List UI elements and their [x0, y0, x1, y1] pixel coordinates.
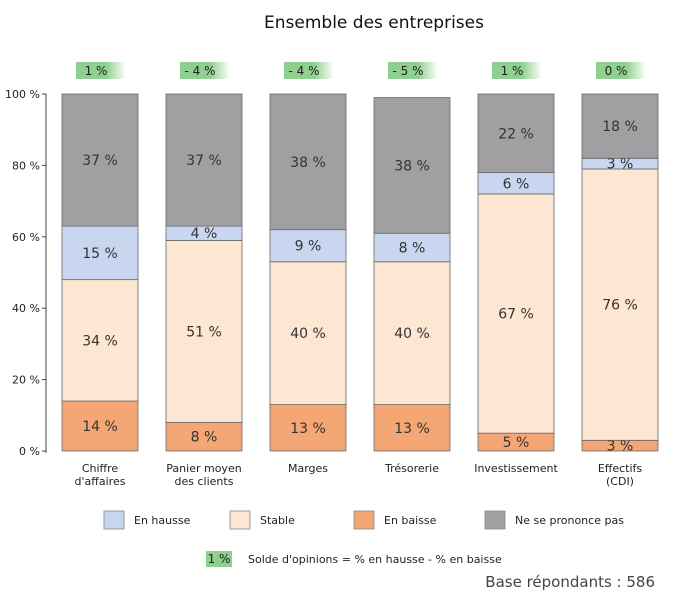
bar-value-label: 9 % — [295, 239, 322, 255]
chart-title: Ensemble des entreprises — [264, 13, 484, 33]
bar-value-label: 15 % — [82, 246, 118, 262]
y-tick-label: 60 % — [12, 231, 40, 244]
bar-value-label: 40 % — [394, 326, 430, 342]
bar-value-label: 67 % — [498, 307, 534, 323]
bar-segment — [269, 261, 347, 405]
x-tick-label: Effectifs — [598, 462, 643, 475]
solde-badge — [180, 62, 230, 79]
solde-badge — [492, 62, 542, 79]
solde-value: - 4 % — [289, 64, 320, 78]
bar-segment — [373, 97, 451, 234]
legend-label: En baisse — [384, 514, 437, 527]
solde-value: - 5 % — [393, 64, 424, 78]
y-tick-label: 40 % — [12, 302, 40, 315]
legend-label: Ne se prononce pas — [515, 514, 624, 527]
bar-segment — [373, 232, 451, 263]
solde-value: 1 % — [501, 64, 524, 78]
solde-badges: 1 % - 4 % - 4 % - 5 % 1 % 0 % — [76, 62, 646, 79]
bar-value-label: 38 % — [394, 158, 430, 174]
bar-value-label: 8 % — [399, 241, 426, 257]
legend-swatch — [484, 510, 506, 530]
x-tick-label: Chiffre — [82, 462, 119, 475]
bar-segment — [373, 404, 451, 452]
y-tick-label: 20 % — [12, 374, 40, 387]
bar-value-label: 14 % — [82, 419, 118, 435]
y-tick-label: 80 % — [12, 159, 40, 172]
solde-badge — [596, 62, 646, 79]
bar-segment — [269, 404, 347, 452]
y-tick-label: 100 % — [5, 88, 40, 101]
bar-segment — [165, 239, 243, 423]
solde-badge — [76, 62, 126, 79]
bar-value-label: 34 % — [82, 333, 118, 349]
x-tick-label: Trésorerie — [384, 462, 439, 475]
legend-label: En hausse — [134, 514, 191, 527]
note-badge — [206, 551, 232, 567]
y-axis: 0 % 20 % 40 % 60 % 80 % 100 % — [5, 88, 47, 458]
bar-value-label: 22 % — [498, 126, 534, 142]
solde-value: - 4 % — [185, 64, 216, 78]
x-tick-label: Investissement — [474, 462, 558, 475]
bar-value-label: 8 % — [191, 430, 218, 446]
x-tick-label: d'affaires — [75, 475, 126, 488]
bars: 14 % 34 % 15 % 37 % 8 % 51 % 4 % 37 % 13 % 40 % 9 … — [61, 93, 659, 455]
y-tick-label: 0 % — [19, 445, 40, 458]
bar-segment — [581, 93, 659, 159]
bar-value-label: 6 % — [503, 176, 530, 192]
bar-segment — [269, 93, 347, 231]
bar-value-label: 3 % — [607, 439, 634, 455]
bar-segment — [61, 279, 139, 402]
legend-swatch — [229, 510, 251, 530]
base-respondents: Base répondants : 586 — [485, 573, 655, 591]
solde-value: 0 % — [605, 64, 628, 78]
bar-segment — [61, 225, 139, 281]
legend-label: Stable — [260, 514, 295, 527]
bar-value-label: 40 % — [290, 326, 326, 342]
bar-value-label: 37 % — [82, 153, 118, 169]
bar-segment — [61, 400, 139, 452]
bar-value-label: 37 % — [186, 153, 222, 169]
solde-note: 1 % Solde d'opinions = % en hausse - % e… — [206, 551, 502, 567]
bar-value-label: 38 % — [290, 155, 326, 171]
solde-badge — [388, 62, 438, 79]
bar-segment — [165, 422, 243, 452]
bar-segment — [477, 193, 555, 434]
x-tick-label: des clients — [175, 475, 234, 488]
bar-segment — [581, 168, 659, 441]
x-tick-label: Panier moyen — [166, 462, 241, 475]
note-text: Solde d'opinions = % en hausse - % en ba… — [248, 553, 502, 566]
note-badge-text: 1 % — [208, 552, 231, 566]
bar-value-label: 76 % — [602, 298, 638, 314]
legend-swatch — [353, 510, 375, 530]
solde-value: 1 % — [85, 64, 108, 78]
bar-value-label: 51 % — [186, 324, 222, 340]
bar-segment — [61, 93, 139, 227]
x-tick-label: (CDI) — [606, 475, 634, 488]
bar-value-label: 18 % — [602, 119, 638, 135]
legend-swatch — [103, 510, 125, 530]
x-tick-label: Marges — [288, 462, 328, 475]
legend: En hausse Stable En baisse Ne se prononce p… — [103, 510, 624, 530]
bar-segment — [477, 93, 555, 173]
solde-badge — [284, 62, 334, 79]
bar-value-label: 13 % — [290, 421, 326, 437]
bar-value-label: 13 % — [394, 421, 430, 437]
bar-value-label: 5 % — [503, 435, 530, 451]
bar-segment — [165, 93, 243, 227]
bar-value-label: 4 % — [191, 226, 218, 242]
bar-segment — [269, 229, 347, 263]
bar-segment — [373, 261, 451, 405]
bar-value-label: 3 % — [607, 157, 634, 173]
